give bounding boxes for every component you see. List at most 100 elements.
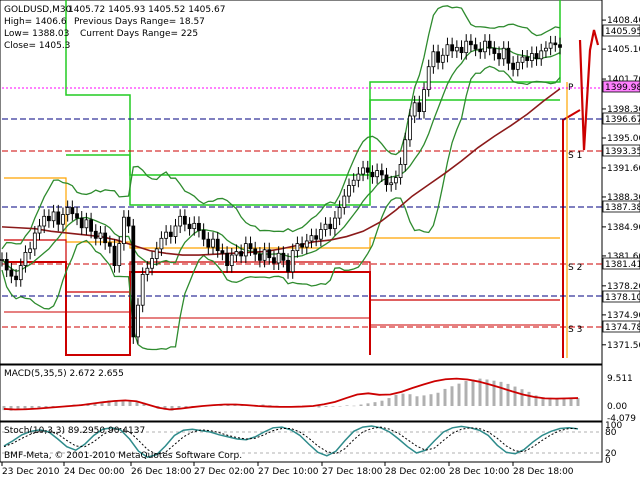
candle-body: [89, 219, 93, 232]
candle-body: [257, 253, 262, 261]
y-tick-label-5: 1391.60: [607, 164, 640, 174]
candle-body: [131, 225, 136, 338]
macd-bar: [51, 405, 55, 407]
macd-bar: [331, 405, 335, 407]
y-axis-labels: 1408.40 1405.10 1401.70 1398.30 1395.00 1391.…: [602, 16, 640, 351]
macd-bar: [492, 380, 496, 406]
y-tick-label-7: 1384.90: [607, 223, 640, 233]
candle-body: [515, 61, 520, 70]
candle-body: [483, 40, 487, 53]
candle-body: [501, 47, 506, 60]
candle-body: [93, 230, 98, 239]
macd-bar: [338, 405, 342, 407]
macd-bar: [506, 383, 510, 406]
candle-body: [56, 211, 61, 225]
candle-body: [393, 177, 398, 184]
candle-body: [342, 195, 347, 208]
macd-bar: [471, 379, 475, 406]
candle-body: [351, 179, 356, 186]
x-tick-label-3: 27 Dec 02:00: [194, 467, 255, 477]
price-static-overlays: P S 1 S 2 S 3: [2, 0, 602, 358]
macd-bar: [366, 403, 370, 406]
candle-body: [412, 102, 417, 117]
candle-body: [529, 53, 534, 61]
candle-body: [450, 44, 455, 52]
x-tick-label-1: 24 Dec 00:00: [64, 467, 125, 477]
stoch-panel[interactable]: [0, 421, 603, 463]
macd-bar: [394, 394, 398, 406]
candle-body: [440, 54, 445, 63]
candle-body: [225, 252, 229, 266]
pivot-label-3: S 3: [568, 325, 582, 335]
candle-body: [403, 139, 408, 165]
price-panel[interactable]: [0, 0, 603, 365]
header-prev-range: Previous Days Range= 18.57: [74, 17, 205, 27]
macd-signal-line: [3, 377, 579, 411]
channel-red-step-2: [4, 261, 371, 356]
macd-y-label-0: 9.511: [607, 374, 633, 384]
candle-body: [384, 174, 389, 186]
candle-body: [178, 215, 183, 227]
candle-body: [136, 304, 140, 338]
candle-body: [300, 243, 305, 248]
candle-body: [544, 47, 548, 52]
candle-body: [37, 225, 42, 234]
candle-body: [333, 217, 337, 230]
candle-body: [318, 229, 323, 240]
macd-bar: [464, 380, 468, 406]
macd-bar: [499, 381, 503, 406]
macd-bar: [576, 398, 580, 406]
candle-body: [46, 215, 51, 222]
price-box-2: [602, 112, 640, 125]
candle-body: [379, 170, 384, 176]
candle-body: [211, 238, 215, 248]
candle-body: [511, 62, 516, 70]
macd-bar: [30, 405, 34, 409]
price-box-label-5: 1381.41: [605, 260, 640, 270]
price-box-5: [602, 257, 640, 270]
candle-body: [234, 251, 239, 256]
candle-body: [201, 229, 206, 240]
candle-body: [422, 89, 426, 112]
current-range-red: [562, 109, 581, 358]
y-tick-label-0: 1408.40: [607, 16, 640, 26]
candle-body: [459, 46, 464, 54]
macd-bar: [485, 379, 489, 406]
candle-body: [487, 40, 492, 49]
candle-body: [337, 207, 342, 219]
candle-body: [14, 275, 18, 281]
candle-body: [9, 269, 14, 277]
y-tick-label-1: 1405.10: [607, 45, 640, 55]
price-box-0: [602, 24, 640, 37]
pivot-label-2: S 2: [568, 263, 582, 273]
candle-body: [229, 254, 234, 266]
price-box-label-7: 1374.78: [605, 323, 640, 333]
price-box-label-2: 1396.67: [605, 115, 640, 125]
candle-body: [253, 248, 258, 255]
candle-body: [239, 251, 244, 257]
macd-bar: [429, 394, 433, 406]
macd-bar: [569, 397, 573, 406]
macd-y-label-2: -4.079: [607, 414, 636, 424]
macd-bar: [23, 405, 27, 409]
price-series-layer: [0, 5, 600, 351]
macd-bar: [457, 383, 461, 406]
macd-bar: [100, 401, 104, 406]
candle-body: [314, 235, 319, 240]
x-axis-labels: 23 Dec 2010 24 Dec 00:00 26 Dec 18:00 27 De…: [1, 462, 574, 477]
macd-bar: [9, 405, 13, 411]
candle-body: [281, 252, 286, 261]
candle-body: [0, 259, 4, 261]
candle-body: [506, 47, 511, 64]
candle-body: [107, 242, 112, 247]
candle-body: [18, 265, 23, 281]
candle-body: [347, 185, 351, 197]
macd-bar: [548, 398, 552, 406]
candle-body: [103, 232, 108, 244]
candle-body: [122, 216, 126, 244]
header-curr-range: Current Days Range= 225: [80, 29, 198, 39]
candle-body: [42, 215, 47, 227]
stoch-y-label-2: 20: [605, 449, 617, 459]
header-close: Close= 1405.3: [4, 41, 70, 51]
